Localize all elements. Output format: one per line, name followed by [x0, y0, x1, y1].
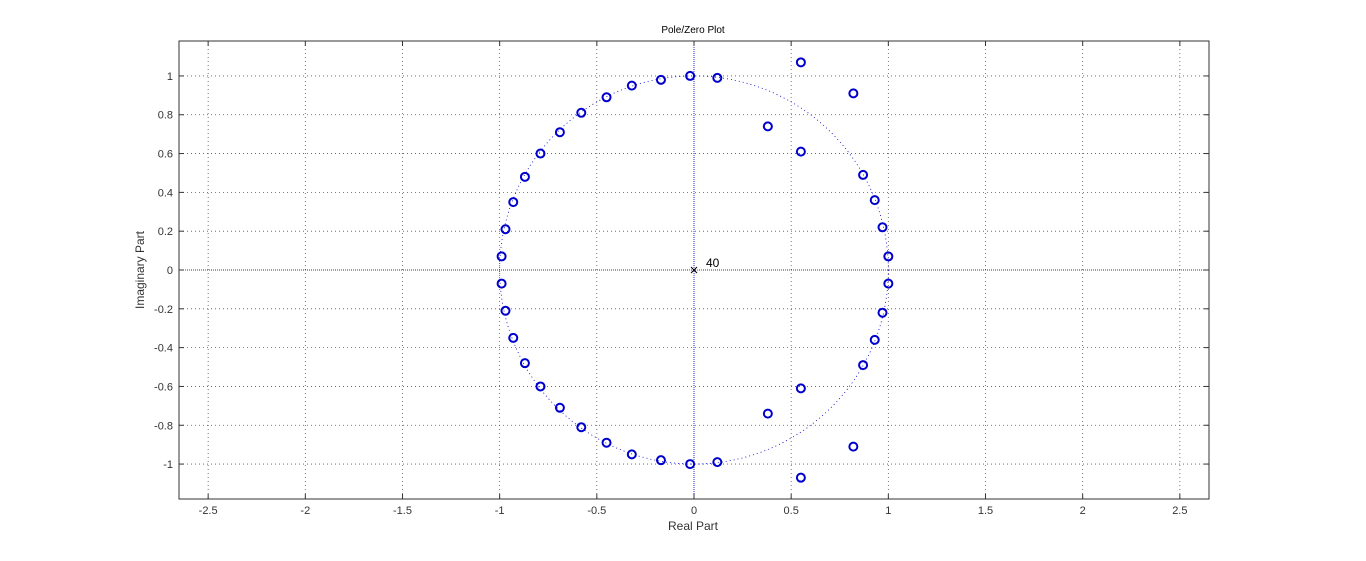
zero-marker — [848, 441, 859, 452]
zero-marker — [795, 57, 806, 68]
zero-marker — [554, 127, 565, 138]
tick-marks — [179, 41, 1209, 499]
zero-marker — [601, 437, 612, 448]
y-tick-label: -0.2 — [154, 304, 173, 316]
y-tick-label: -0.8 — [154, 420, 173, 432]
zero-marker — [869, 334, 880, 345]
x-tick-label: 2.5 — [1172, 505, 1187, 517]
y-tick-label: 0.2 — [158, 226, 173, 238]
y-tick-label: 0 — [167, 265, 173, 277]
x-axis-label: Real Part — [668, 519, 719, 533]
zero-marker — [500, 224, 511, 235]
zero-marker — [535, 148, 546, 159]
zero-marker — [576, 422, 587, 433]
zero-marker — [626, 80, 637, 91]
y-tick-label: 0.4 — [158, 187, 173, 199]
zero-marker — [508, 197, 519, 208]
pole-multiplicity-label: 40 — [706, 256, 720, 270]
zero-marker — [496, 278, 507, 289]
zero-marker — [883, 278, 894, 289]
pole-marker-stroke — [690, 266, 698, 274]
zero-marker — [869, 195, 880, 206]
zero-marker — [554, 402, 565, 413]
y-tick-label: -1 — [163, 459, 173, 471]
x-tick-label: -2 — [300, 505, 310, 517]
zero-marker — [685, 70, 696, 81]
zero-marker — [655, 455, 666, 466]
x-tick-label: 0 — [691, 505, 697, 517]
x-tick-label: -2.5 — [199, 505, 218, 517]
x-tick-label: -1.5 — [393, 505, 412, 517]
zero-marker — [762, 408, 773, 419]
zero-marker — [795, 146, 806, 157]
zero-marker — [712, 72, 723, 83]
x-tick-label: -1 — [495, 505, 505, 517]
y-tick-label: -0.6 — [154, 381, 173, 393]
zero-marker — [576, 107, 587, 118]
zero-marker — [508, 332, 519, 343]
zero-marker — [877, 222, 888, 233]
y-tick-labels: -1 -0.8 -0.6 -0.4 -0.2 0 0.2 0.4 0.6 0.8 1 — [154, 71, 173, 471]
zero-marker — [519, 171, 530, 182]
y-tick-label: -0.4 — [154, 343, 173, 355]
zero-marker — [712, 457, 723, 468]
zero-marker — [848, 88, 859, 99]
x-tick-label: 2 — [1080, 505, 1086, 517]
y-axis-label: Imaginary Part — [133, 230, 147, 309]
zero-marker — [877, 307, 888, 318]
zero-marker — [519, 358, 530, 369]
zero-marker — [535, 381, 546, 392]
x-tick-label: 0.5 — [784, 505, 799, 517]
pole-marker — [690, 266, 698, 274]
y-tick-label: 1 — [167, 71, 173, 83]
zero-marker — [762, 121, 773, 132]
zero-marker — [626, 449, 637, 460]
y-tick-label: 0.8 — [158, 110, 173, 122]
zero-marker — [858, 360, 869, 371]
x-tick-label: -0.5 — [587, 505, 606, 517]
x-tick-label: 1 — [885, 505, 891, 517]
zero-marker — [795, 383, 806, 394]
zero-marker — [500, 305, 511, 316]
zero-marker — [601, 92, 612, 103]
zero-marker — [883, 251, 894, 262]
x-tick-label: 1.5 — [978, 505, 993, 517]
pole-zero-marks: 40 — [496, 57, 894, 483]
zero-marker — [685, 459, 696, 470]
zero-marker — [655, 74, 666, 85]
x-tick-labels: -2.5 -2 -1.5 -1 -0.5 0 0.5 1 1.5 2 2.5 — [199, 505, 1188, 517]
zero-marker — [496, 251, 507, 262]
zero-marker — [795, 472, 806, 483]
zero-marker — [858, 169, 869, 180]
y-tick-label: 0.6 — [158, 149, 173, 161]
chart-title: Pole/Zero Plot — [661, 25, 725, 36]
